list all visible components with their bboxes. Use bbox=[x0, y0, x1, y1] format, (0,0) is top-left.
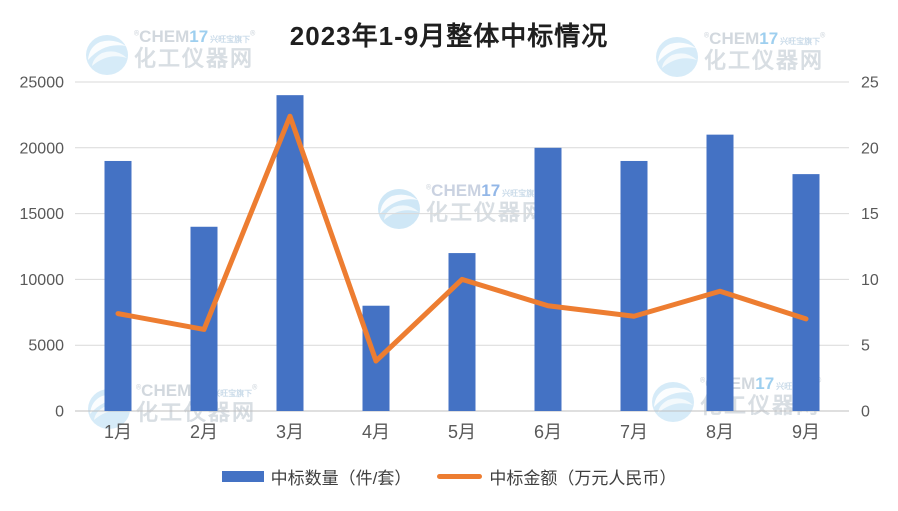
left-axis-tick-label: 10000 bbox=[20, 272, 65, 289]
left-axis-tick-label: 25000 bbox=[20, 75, 65, 92]
right-axis-tick-label: 20 bbox=[861, 140, 879, 157]
bar-7月 bbox=[620, 160, 648, 411]
bar-6月 bbox=[534, 147, 562, 412]
x-axis-label: 1月 bbox=[104, 422, 132, 442]
bar-9月 bbox=[792, 174, 820, 411]
x-axis-label: 5月 bbox=[448, 422, 476, 442]
bar-1月 bbox=[104, 160, 132, 411]
legend-line-swatch-icon bbox=[437, 474, 483, 479]
line-series bbox=[115, 113, 809, 364]
x-axis-label: 9月 bbox=[792, 422, 820, 442]
bar-8月 bbox=[706, 134, 734, 411]
right-axis-tick-label: 10 bbox=[861, 272, 879, 289]
legend-bar-swatch-icon bbox=[221, 471, 264, 482]
legend-item-line-series: 中标金额（万元人民币） bbox=[437, 464, 676, 489]
legend-bar-label: 中标数量（件/套） bbox=[270, 469, 412, 488]
x-axis-label: 4月 bbox=[362, 422, 390, 442]
x-axis-label: 2月 bbox=[190, 422, 218, 442]
right-axis-tick-label: 0 bbox=[861, 404, 870, 421]
chart-title: 2023年1-9月整体中标情况 bbox=[289, 21, 609, 51]
x-axis-label: 6月 bbox=[534, 422, 562, 442]
right-axis-tick-label: 5 bbox=[861, 338, 870, 355]
legend-item-bar-series: 中标数量（件/套） bbox=[221, 464, 412, 489]
right-axis-tick-label: 25 bbox=[861, 75, 879, 92]
x-axis-label: 8月 bbox=[706, 422, 734, 442]
x-axis-label: 7月 bbox=[620, 422, 648, 442]
left-axis-tick-label: 15000 bbox=[20, 206, 65, 223]
right-axis-tick-label: 15 bbox=[861, 206, 879, 223]
x-axis-label: 3月 bbox=[276, 422, 304, 442]
bar-2月 bbox=[190, 226, 218, 411]
bar-5月 bbox=[448, 253, 476, 411]
legend-line-label: 中标金额（万元人民币） bbox=[489, 469, 677, 488]
left-axis-tick-label: 20000 bbox=[20, 140, 65, 157]
left-axis-tick-label: 0 bbox=[55, 404, 64, 421]
left-axis-tick-label: 5000 bbox=[28, 338, 64, 355]
legend: 中标数量（件/套） 中标金额（万元人民币） bbox=[0, 464, 898, 489]
